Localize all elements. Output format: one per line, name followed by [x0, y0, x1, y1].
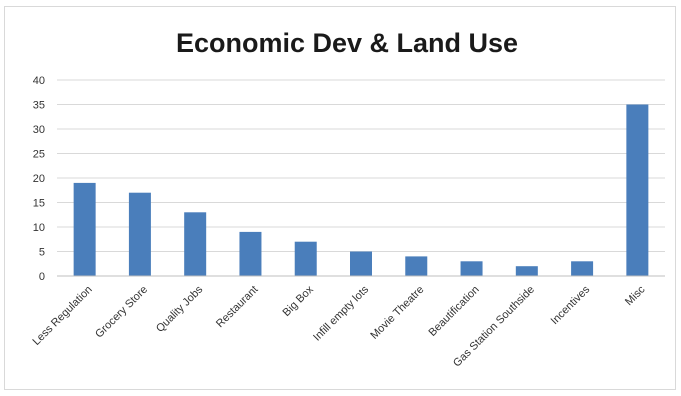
bar-movie-theatre: [405, 256, 428, 276]
y-tick-label: 10: [33, 222, 45, 234]
x-tick-label: Misc: [623, 283, 648, 308]
chart-title: Economic Dev & Land Use: [176, 28, 518, 58]
x-tick-label: Big Box: [281, 283, 317, 319]
x-tick-label: Infill empty lots: [311, 283, 371, 343]
bar-big-box: [294, 241, 317, 276]
y-tick-label: 35: [33, 100, 45, 112]
y-tick-label: 15: [33, 198, 45, 210]
bar-beautification: [460, 261, 483, 276]
bar-gas-station-southside: [515, 266, 538, 276]
bar-less-regulation: [73, 182, 96, 276]
bar-restaurant: [239, 231, 262, 276]
y-tick-label: 20: [33, 173, 45, 185]
x-tick-label: Restaurant: [214, 284, 261, 331]
x-tick-label: Beautification: [426, 284, 481, 339]
gridlines: [57, 79, 665, 252]
y-tick-label: 0: [39, 271, 45, 283]
x-tick-label: Grocery Store: [93, 284, 150, 341]
x-tick-label: Less Regulation: [30, 284, 94, 348]
bar-quality-jobs: [184, 212, 207, 276]
bars: [73, 104, 649, 276]
x-tick-label: Incentives: [549, 283, 593, 327]
x-tick-label: Movie Theatre: [368, 284, 426, 342]
y-tick-label: 25: [33, 149, 45, 161]
y-tick-label: 40: [33, 75, 45, 87]
x-tick-label: Quality Jobs: [154, 283, 206, 335]
chart-frame: [4, 6, 676, 390]
bar-incentives: [571, 261, 594, 276]
y-axis-ticks: 0 5 10 15 20 25 30 35 40: [33, 75, 45, 283]
y-tick-label: 30: [33, 124, 45, 136]
bar-infill-empty-lots: [350, 251, 372, 276]
bar-misc: [626, 104, 649, 276]
bar-grocery-store: [128, 192, 151, 276]
y-tick-label: 5: [39, 247, 45, 259]
